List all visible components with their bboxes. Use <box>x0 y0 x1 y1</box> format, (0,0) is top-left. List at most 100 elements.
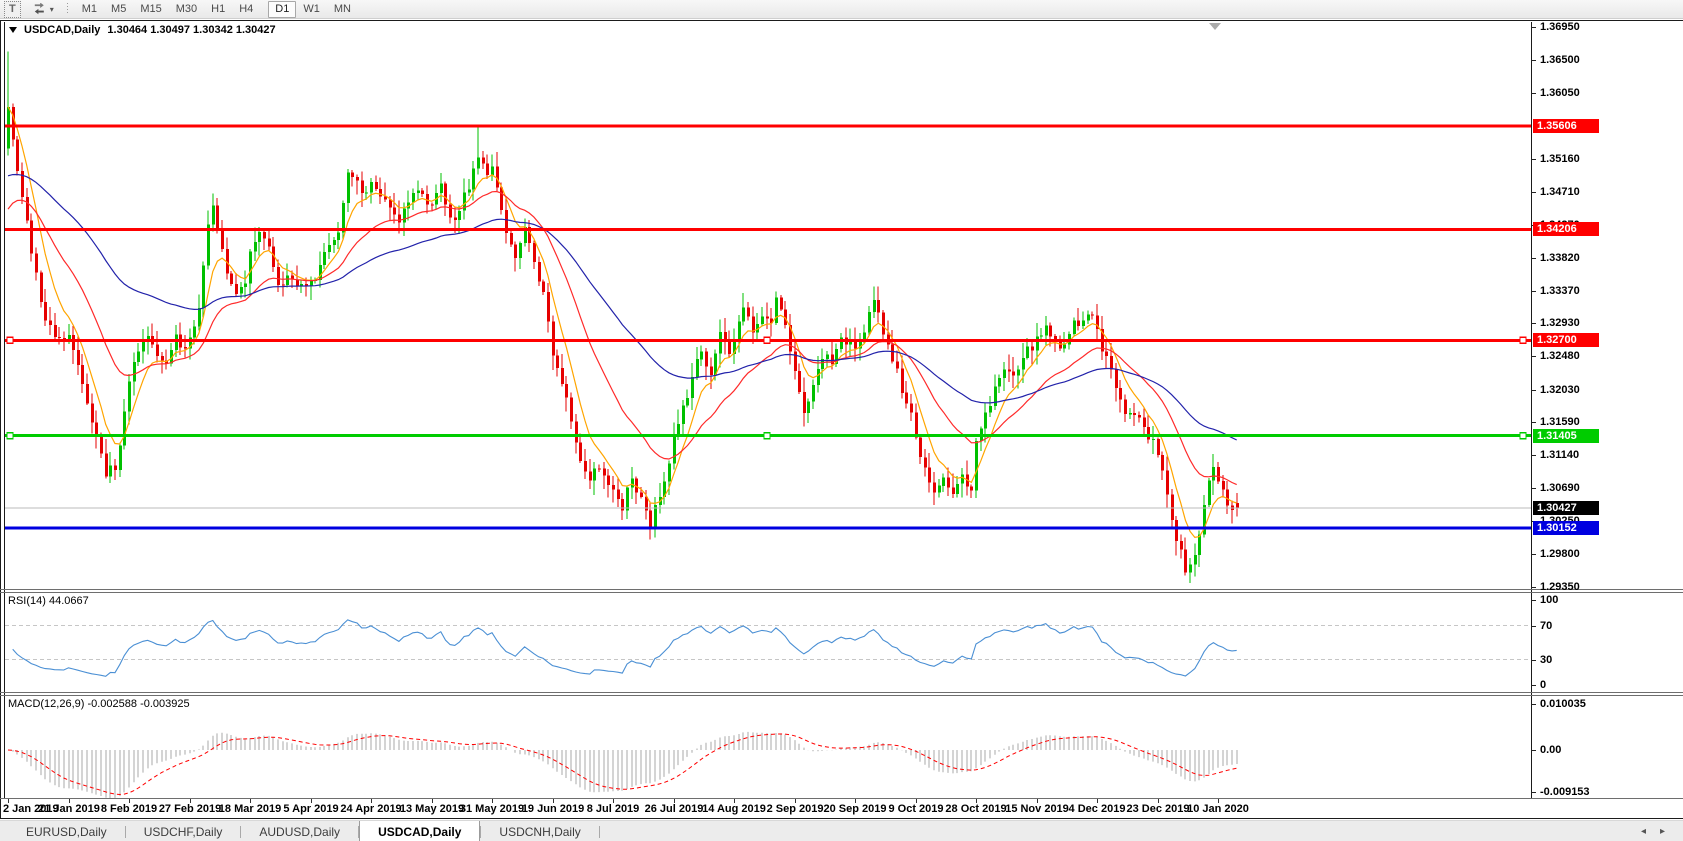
date-label: 4 Dec 2019 <box>1068 803 1126 815</box>
date-label: 9 Oct 2019 <box>888 803 944 815</box>
date-label: 14 Aug 2019 <box>702 803 766 815</box>
chart-shift-marker-icon[interactable] <box>1208 23 1222 31</box>
tab-scroll-right-icon[interactable]: ▸ <box>1659 826 1665 837</box>
window-top-border <box>0 20 1683 21</box>
price-tick-dash <box>1531 27 1536 28</box>
timeframe-button-h1[interactable]: H1 <box>211 3 226 15</box>
macd-tick: 0.010035 <box>1540 698 1586 710</box>
tabs-group: EURUSD,Daily USDCHF,Daily AUDUSD,Daily USDC… <box>0 821 600 841</box>
price-tick-dash <box>1531 159 1536 160</box>
price-tick: 1.32930 <box>1540 317 1580 329</box>
tab-usdcnh-daily[interactable]: USDCNH,Daily <box>499 824 581 839</box>
separator-main-rsi-a[interactable] <box>0 589 1683 590</box>
tab-audusd-daily[interactable]: AUDUSD,Daily <box>259 824 341 839</box>
timeframe-button-d1[interactable]: D1 <box>268 0 297 18</box>
rsi-tick: 70 <box>1540 620 1553 632</box>
price-tick-dash <box>1531 93 1536 94</box>
price-line-label: 1.32700 <box>1533 333 1599 347</box>
main-chart[interactable] <box>0 22 1531 588</box>
tab-usdcad-daily[interactable]: USDCAD,Daily <box>359 821 481 841</box>
price-tick: 1.36500 <box>1540 54 1580 66</box>
ohlc-values: 1.30464 1.30497 1.30342 1.30427 <box>107 24 276 36</box>
date-tick-mark <box>553 799 554 803</box>
date-tick-mark <box>1158 799 1159 803</box>
macd-label: MACD(12,26,9) -0.002588 -0.003925 <box>8 698 190 710</box>
arrange-charts-button[interactable]: ▾ <box>27 2 60 17</box>
tab-scroller: ◂ ▸ <box>1641 821 1683 841</box>
timeframe-button-m30[interactable]: M30 <box>175 3 198 15</box>
tab-eurusd-daily[interactable]: EURUSD,Daily <box>26 824 107 839</box>
price-tick: 1.31140 <box>1540 449 1580 461</box>
date-tick-mark <box>916 799 917 803</box>
window-left-border <box>0 20 1 819</box>
timeframe-button-w1[interactable]: W1 <box>303 3 320 15</box>
toolbar: T ▾ M1 M5 M15 M30 H1 H4 D1 W1 MN <box>0 0 1683 19</box>
date-tick-mark <box>613 799 614 803</box>
date-label: 31 May 2019 <box>459 803 525 815</box>
tab-separator <box>598 825 600 838</box>
date-label: 18 Mar 2019 <box>218 803 282 815</box>
date-label: 2 Jan 2019 <box>3 803 59 815</box>
macd-tick: 0.00 <box>1540 744 1562 756</box>
timeframe-button-m15[interactable]: M15 <box>140 3 162 15</box>
chart-dropdown-icon[interactable] <box>9 27 17 33</box>
date-tick-mark <box>1037 799 1038 803</box>
separator-main-rsi-b[interactable] <box>0 592 1683 593</box>
date-tick-mark <box>371 799 372 803</box>
price-tick-dash <box>1531 291 1536 292</box>
timeframe-button-mn[interactable]: MN <box>333 3 351 15</box>
rsi-tick: 100 <box>1540 594 1559 606</box>
date-tick-mark <box>250 799 251 803</box>
timeframe-button-m1[interactable]: M1 <box>81 3 98 15</box>
price-tick-dash <box>1531 60 1536 61</box>
date-label: 8 Feb 2019 <box>100 803 158 815</box>
window-bottom-border <box>0 818 1683 819</box>
date-tick-mark <box>69 799 70 803</box>
tab-usdchf-daily[interactable]: USDCHF,Daily <box>143 824 223 839</box>
axis-border <box>1531 22 1532 798</box>
price-tick-dash <box>1531 455 1536 456</box>
price-tick-dash <box>1531 488 1536 489</box>
date-tick-mark <box>190 799 191 803</box>
date-label: 10 Jan 2020 <box>1187 803 1249 815</box>
macd-tick: -0.009153 <box>1540 786 1590 798</box>
price-tick-dash <box>1531 192 1536 193</box>
rsi-chart[interactable] <box>0 593 1531 692</box>
date-tick-mark <box>674 799 675 803</box>
separator-rsi-macd-a[interactable] <box>0 692 1683 693</box>
symbol-label: USDCAD,Daily <box>24 24 101 36</box>
price-tick: 1.35160 <box>1540 153 1580 165</box>
rsi-tick-dash <box>1531 660 1536 661</box>
date-label: 8 Jul 2019 <box>586 803 640 815</box>
caret-down-icon: ▾ <box>49 4 54 14</box>
price-tick-dash <box>1531 422 1536 423</box>
date-label: 20 Sep 2019 <box>823 803 887 815</box>
macd-tick-dash <box>1531 792 1536 793</box>
macd-chart[interactable] <box>0 696 1531 798</box>
separator-rsi-macd-b[interactable] <box>0 695 1683 696</box>
tab-scroll-left-icon[interactable]: ◂ <box>1640 826 1646 837</box>
date-label: 21 Jan 2019 <box>38 803 100 815</box>
date-label: 19 Jun 2019 <box>521 803 585 815</box>
date-label: 2 Sep 2019 <box>766 803 824 815</box>
date-tick-mark <box>129 799 130 803</box>
tab-separator <box>240 825 242 838</box>
price-tick: 1.31590 <box>1540 416 1580 428</box>
price-line-label: 1.34206 <box>1533 222 1599 236</box>
date-label: 23 Dec 2019 <box>1126 803 1190 815</box>
macd-tick-dash <box>1531 704 1536 705</box>
rsi-tick-dash <box>1531 685 1536 686</box>
date-label: 13 May 2019 <box>399 803 465 815</box>
date-tick-mark <box>734 799 735 803</box>
timeframe-button-h4[interactable]: H4 <box>239 3 254 15</box>
price-tick: 1.32030 <box>1540 384 1580 396</box>
rsi-tick: 30 <box>1540 654 1553 666</box>
timeframe-button-m5[interactable]: M5 <box>111 3 127 15</box>
price-tick-dash <box>1531 258 1536 259</box>
tab-separator <box>480 825 482 838</box>
double-arrow-icon <box>34 3 44 15</box>
price-tick-dash <box>1531 587 1536 588</box>
price-tick: 1.30690 <box>1540 482 1580 494</box>
text-tool-button[interactable]: T <box>4 0 21 18</box>
